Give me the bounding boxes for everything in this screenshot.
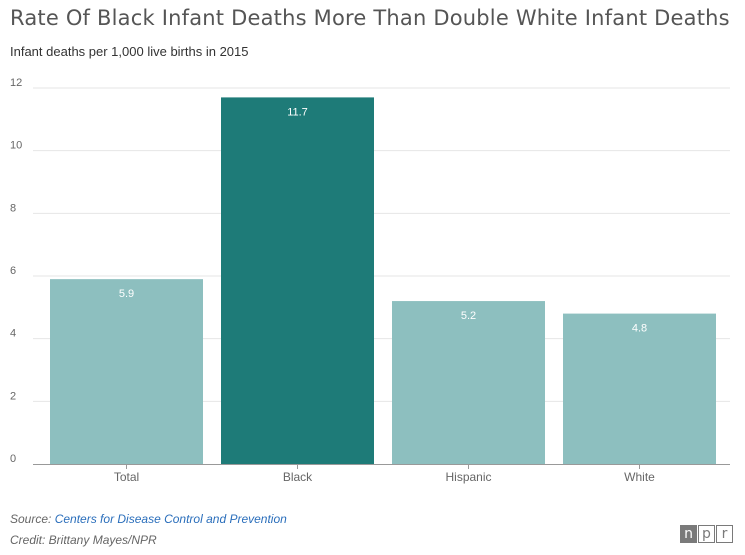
source-prefix: Source: [10,512,52,526]
logo-letter-n: n [680,525,697,543]
y-tick-label: 12 [10,77,22,89]
bar-white [563,313,716,464]
y-tick-label: 8 [10,202,16,214]
bar-hispanic [392,301,545,464]
x-tick-label-white: White [624,470,655,484]
logo-letter-p: p [698,525,715,543]
bars [50,97,716,465]
axes: 0 2 4 6 8 10 12 Total Black Hispanic White [10,77,730,484]
data-label-hispanic: 5.2 [461,310,476,322]
x-tick-label-total: Total [114,470,139,484]
credit-line: Credit: Brittany Mayes/NPR [10,533,157,547]
npr-logo: n p r [680,525,733,543]
logo-letter-r: r [716,525,733,543]
y-tick-label: 4 [10,328,16,340]
data-label-black: 11.7 [287,106,308,118]
y-tick-label: 6 [10,265,16,277]
bar-black [221,97,374,465]
data-label-total: 5.9 [119,288,134,300]
y-tick-label: 10 [10,140,22,152]
data-label-white: 4.8 [632,323,647,335]
source-link[interactable]: Centers for Disease Control and Preventi… [54,512,287,526]
chart-subtitle: Infant deaths per 1,000 live births in 2… [10,44,249,59]
source-line: Source: Centers for Disease Control and … [10,512,287,526]
x-tick-label-hispanic: Hispanic [445,470,491,484]
y-tick-label: 0 [10,453,16,465]
chart-title: Rate Of Black Infant Deaths More Than Do… [10,6,730,30]
data-labels: 5.9 11.7 5.2 4.8 [119,106,647,334]
bar-total [50,279,203,464]
y-tick-label: 2 [10,390,16,402]
bar-chart: 5.9 11.7 5.2 4.8 0 2 4 6 8 10 12 Total Black Hispani… [10,77,730,484]
x-tick-label-black: Black [283,470,313,484]
